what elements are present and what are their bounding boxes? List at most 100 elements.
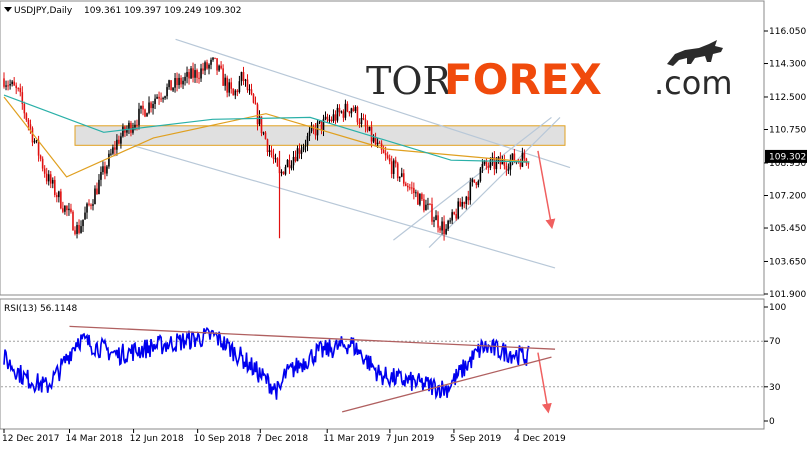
candle-body <box>292 156 295 166</box>
candle-body <box>258 116 261 125</box>
candle-body <box>68 208 70 211</box>
candle-body <box>152 103 154 109</box>
ma-fast-line <box>3 96 530 178</box>
x-tick-label: 7 Dec 2018 <box>256 434 308 444</box>
candle-body <box>394 160 397 164</box>
candle-body <box>204 62 206 71</box>
rsi-y-tick-label: 100 <box>769 303 786 313</box>
candle-body <box>110 153 112 155</box>
x-tick-label: 11 Mar 2019 <box>323 434 380 444</box>
candle-body <box>326 116 329 121</box>
candle-body <box>304 145 307 147</box>
candle-body <box>25 113 28 120</box>
candle-body <box>431 204 433 222</box>
candle-body <box>47 174 50 182</box>
candle-body <box>370 126 373 142</box>
candle-body <box>483 161 486 164</box>
candle-body <box>300 150 303 154</box>
current-price: 109.302 <box>769 152 806 162</box>
x-tick-label: 12 Dec 2017 <box>2 434 60 444</box>
y-tick-label: 103.650 <box>769 257 806 267</box>
resistance-zone-layer <box>74 125 566 146</box>
candle-body <box>60 191 62 209</box>
candle-body <box>194 70 196 78</box>
candle-body <box>266 139 269 152</box>
candle-body <box>324 116 327 119</box>
candle-body <box>256 104 259 125</box>
candle-body <box>184 76 186 81</box>
candle-body <box>174 78 176 88</box>
candle-body <box>352 108 355 112</box>
candle-body <box>21 92 24 104</box>
candle-body <box>348 111 351 114</box>
candle-body <box>336 107 339 121</box>
candle-body <box>433 220 435 222</box>
candle-body <box>74 230 76 234</box>
candle-body <box>298 148 301 154</box>
candle-body <box>166 87 168 97</box>
candle-body <box>479 168 482 181</box>
candle-body <box>274 158 277 160</box>
candle-body <box>3 78 5 87</box>
candle-body <box>294 156 297 162</box>
candle-body <box>242 72 245 81</box>
candle-body <box>136 124 138 126</box>
candle-body <box>212 57 214 60</box>
resistance-zone <box>74 125 566 146</box>
candle-body <box>230 82 233 89</box>
candle-body <box>386 155 389 159</box>
ma-slow-line <box>3 94 530 163</box>
channel-line <box>428 117 561 248</box>
candle-body <box>142 105 144 110</box>
candle-body <box>501 159 504 165</box>
rsi-line <box>3 326 530 400</box>
candle-body <box>226 77 228 93</box>
candle-body <box>380 143 383 151</box>
candle-body <box>366 126 369 131</box>
candle-body <box>196 70 198 78</box>
candle-body <box>376 142 379 145</box>
candle-body <box>41 158 44 169</box>
candle-body <box>92 204 94 206</box>
current-price-tag: 109.302 <box>765 149 807 163</box>
brand-logo: TOR FOREX .com <box>366 40 733 104</box>
candle-body <box>27 119 30 125</box>
candle-body <box>469 182 472 201</box>
candle-body <box>413 187 415 194</box>
candle-body <box>280 171 283 174</box>
candle-body <box>146 113 148 117</box>
candle-body <box>248 89 251 91</box>
candle-body <box>417 192 419 205</box>
candle-body <box>17 88 20 90</box>
candle-body <box>513 153 516 163</box>
candle-body <box>100 172 102 180</box>
chart-header: USDJPY,Daily 109.361 109.397 109.249 109… <box>4 6 241 314</box>
rsi-forecast-arrow <box>537 352 552 414</box>
candle-body <box>272 155 275 159</box>
candle-body <box>96 188 98 195</box>
candle-body <box>519 161 522 167</box>
candle-body <box>288 159 291 169</box>
candle-body <box>360 118 363 125</box>
candle-body <box>437 215 439 228</box>
price-forecast-arrow <box>537 150 556 230</box>
candle-body <box>527 163 530 165</box>
candle-body <box>334 114 337 121</box>
x-tick-label: 14 Mar 2018 <box>65 434 122 444</box>
x-tick-label: 4 Dec 2019 <box>514 434 566 444</box>
candle-body <box>453 212 455 215</box>
brand-forex: FOREX <box>444 55 602 104</box>
candle-body <box>102 166 104 173</box>
rsi-y-tick-label: 0 <box>769 417 775 427</box>
candle-body <box>457 201 459 219</box>
candle-body <box>214 57 216 59</box>
candle-body <box>411 187 413 189</box>
candle-body <box>521 153 524 167</box>
candle-body <box>72 211 74 231</box>
candle-body <box>390 161 393 174</box>
candle-body <box>404 183 407 186</box>
candle-body <box>43 168 46 174</box>
candle-body <box>382 150 385 154</box>
brand-tor: TOR <box>366 59 452 103</box>
